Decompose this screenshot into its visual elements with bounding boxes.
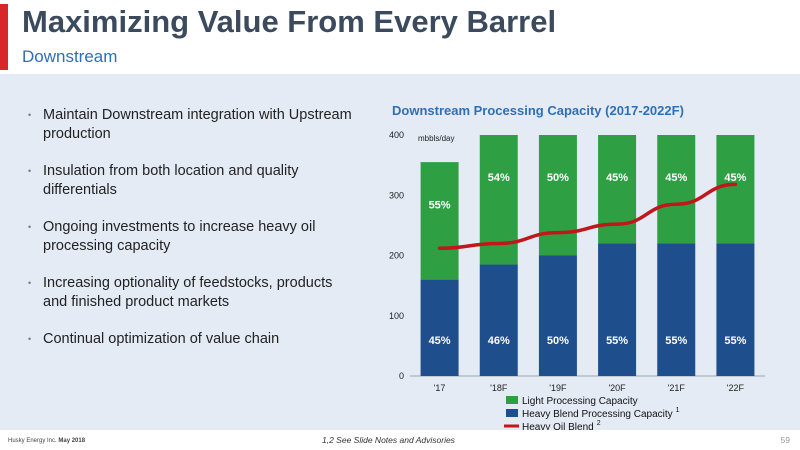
y-tick-label: 100 [389,311,404,321]
y-tick-label: 200 [389,251,404,261]
legend-swatch [506,409,518,417]
footer-company-name: Husky Energy Inc. [8,438,57,444]
bullet-text: Continual optimization of value chain [43,331,280,347]
bullet-item: • Increasing optionality of feedstocks, p… [26,274,356,312]
x-tick-label: '20F [608,383,626,393]
bar-segment [420,279,459,376]
data-label: 50% [547,335,569,347]
bullet-item: • Ongoing investments to increase heavy o… [26,218,356,256]
data-label: 50% [547,172,569,184]
data-label: 55% [429,199,451,211]
header-accent-bar [0,4,8,70]
footer-company: Husky Energy Inc. May 2018 [8,438,85,444]
footer-note: 1,2 See Slide Notes and Advisories [322,435,455,445]
bullet-text: Ongoing investments to increase heavy oi… [43,219,316,254]
bar-segment [716,135,755,244]
heavy-oil-blend-line [437,182,738,251]
bullet-text: Increasing optionality of feedstocks, pr… [43,275,333,310]
bar-segment [598,135,637,244]
legend-label: Light Processing Capacity [522,396,638,407]
x-tick-label: '18F [490,383,508,393]
data-label: 46% [488,335,510,347]
page-subtitle: Downstream [22,47,118,66]
bar-segment [538,255,577,376]
x-tick-label: '21F [668,383,686,393]
bullet-text: Insulation from both location and qualit… [43,163,299,198]
legend-superscript: 2 [597,420,601,427]
chart-title: Downstream Processing Capacity (2017-202… [392,103,684,118]
bullet-item: • Continual optimization of value chain [26,330,356,349]
y-tick-label: 300 [389,190,404,200]
x-tick-label: '22F [727,383,745,393]
slide-header: Maximizing Value From Every Barrel Downs… [0,0,800,74]
capacity-chart: 0 100 200 300 400 mbbls/day '17 '18F '19F '20F '21… [389,130,765,433]
slide-footer: Husky Energy Inc. May 2018 1,2 See Slide… [0,430,800,450]
legend-label: Heavy Blend Processing Capacity [522,409,673,420]
y-tick-label: 0 [399,371,404,381]
data-label: 45% [724,172,746,184]
x-tick-label: '19F [549,383,567,393]
bullet-text: Maintain Downstream integration with Ups… [43,107,352,142]
bullet-marker: • [28,222,32,232]
bullet-marker: • [28,334,32,344]
bullet-marker: • [28,278,32,288]
page-title: Maximizing Value From Every Barrel [22,4,557,39]
footer-date: May 2018 [58,438,86,444]
data-label: 55% [724,335,746,347]
data-label: 45% [606,172,628,184]
bar-segment [538,135,577,256]
data-label: 54% [488,172,510,184]
bullet-list: • Maintain Downstream integration with Up… [26,106,356,367]
legend-label: Heavy Oil Blend [522,422,594,433]
bar-segment [420,162,459,280]
bullet-item: • Insulation from both location and quali… [26,162,356,200]
bar-segment [479,264,518,376]
bar-segment [657,135,696,244]
bullet-marker: • [28,166,32,176]
page-number: 59 [780,435,790,445]
y-tick-label: 400 [389,130,404,140]
x-tick-label: '17 [434,383,446,393]
bullet-marker: • [28,110,32,120]
bar-segment [598,243,637,376]
data-label: 55% [665,335,687,347]
legend-superscript: 1 [676,407,680,414]
data-label: 45% [429,335,451,347]
bullet-item: • Maintain Downstream integration with Up… [26,106,356,144]
bar-segment [716,243,755,376]
bar-segment [657,243,696,376]
legend-swatch [506,396,518,404]
data-label: 55% [606,335,628,347]
y-unit-label: mbbls/day [418,134,454,143]
data-label: 45% [665,172,687,184]
